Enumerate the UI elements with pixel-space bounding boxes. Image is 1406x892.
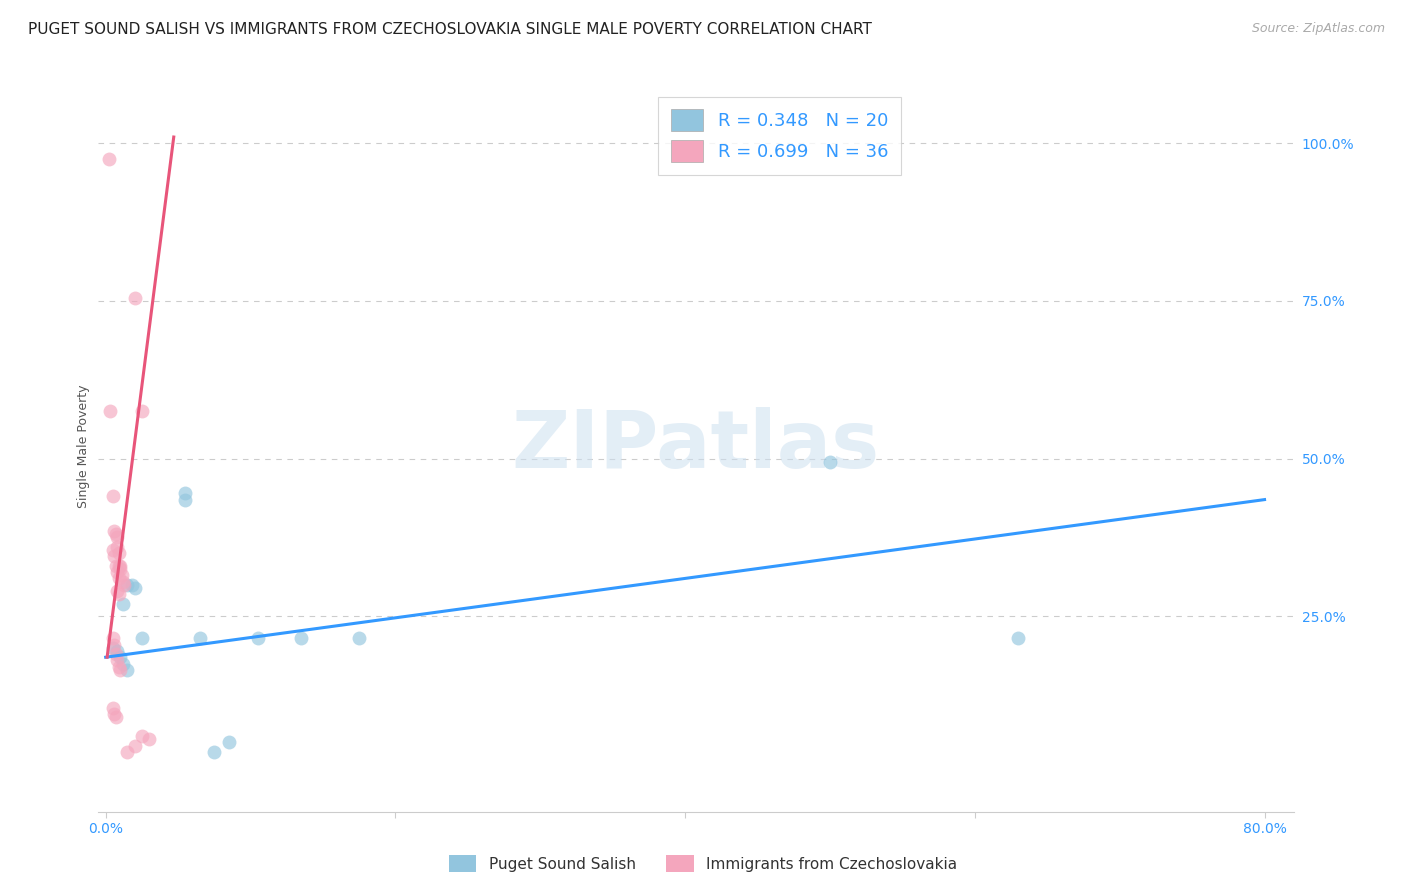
Point: [124, 739, 146, 753]
Point: [131, 632, 153, 646]
Point: [188, 632, 211, 646]
Point: [131, 729, 153, 743]
Y-axis label: Single Male Poverty: Single Male Poverty: [77, 384, 90, 508]
Text: Source: ZipAtlas.com: Source: ZipAtlas.com: [1251, 22, 1385, 36]
Point: [104, 527, 127, 541]
Legend: Puget Sound Salish, Immigrants from Czechoslovakia: Puget Sound Salish, Immigrants from Czec…: [441, 847, 965, 880]
Text: ZIPatlas: ZIPatlas: [512, 407, 880, 485]
Point: [97, 152, 120, 166]
Point: [202, 745, 225, 759]
Point: [98, 404, 121, 418]
Point: [105, 653, 128, 667]
Point: [103, 706, 125, 721]
Point: [108, 663, 131, 677]
Point: [103, 524, 125, 538]
Point: [117, 745, 139, 759]
Point: [114, 578, 136, 592]
Point: [112, 657, 135, 671]
Point: [290, 632, 312, 646]
Point: [108, 558, 131, 573]
Point: [107, 571, 129, 585]
Point: [104, 647, 127, 661]
Point: [112, 574, 135, 589]
Point: [108, 562, 131, 576]
Point: [124, 581, 146, 595]
Point: [105, 540, 128, 554]
Point: [105, 565, 128, 579]
Point: [347, 632, 370, 646]
Point: [121, 578, 143, 592]
Legend: R = 0.348   N = 20, R = 0.699   N = 36: R = 0.348 N = 20, R = 0.699 N = 36: [658, 96, 901, 175]
Point: [104, 558, 127, 573]
Point: [101, 490, 124, 504]
Point: [110, 568, 132, 582]
Point: [1007, 632, 1029, 646]
Point: [218, 735, 240, 749]
Point: [108, 650, 131, 665]
Point: [174, 492, 197, 507]
Point: [112, 597, 135, 611]
Point: [103, 638, 125, 652]
Point: [818, 455, 841, 469]
Point: [105, 584, 128, 599]
Point: [107, 659, 129, 673]
Point: [104, 710, 127, 724]
Point: [138, 732, 160, 747]
Text: PUGET SOUND SALISH VS IMMIGRANTS FROM CZECHOSLOVAKIA SINGLE MALE POVERTY CORRELA: PUGET SOUND SALISH VS IMMIGRANTS FROM CZ…: [28, 22, 872, 37]
Point: [107, 587, 129, 601]
Point: [101, 632, 124, 646]
Point: [101, 543, 124, 558]
Point: [107, 558, 129, 573]
Point: [105, 644, 128, 658]
Point: [101, 700, 124, 714]
Point: [246, 632, 269, 646]
Point: [105, 530, 128, 544]
Point: [103, 549, 125, 564]
Point: [117, 578, 139, 592]
Point: [124, 291, 146, 305]
Point: [174, 486, 197, 500]
Point: [107, 546, 129, 560]
Point: [101, 640, 124, 655]
Point: [131, 404, 153, 418]
Point: [117, 663, 139, 677]
